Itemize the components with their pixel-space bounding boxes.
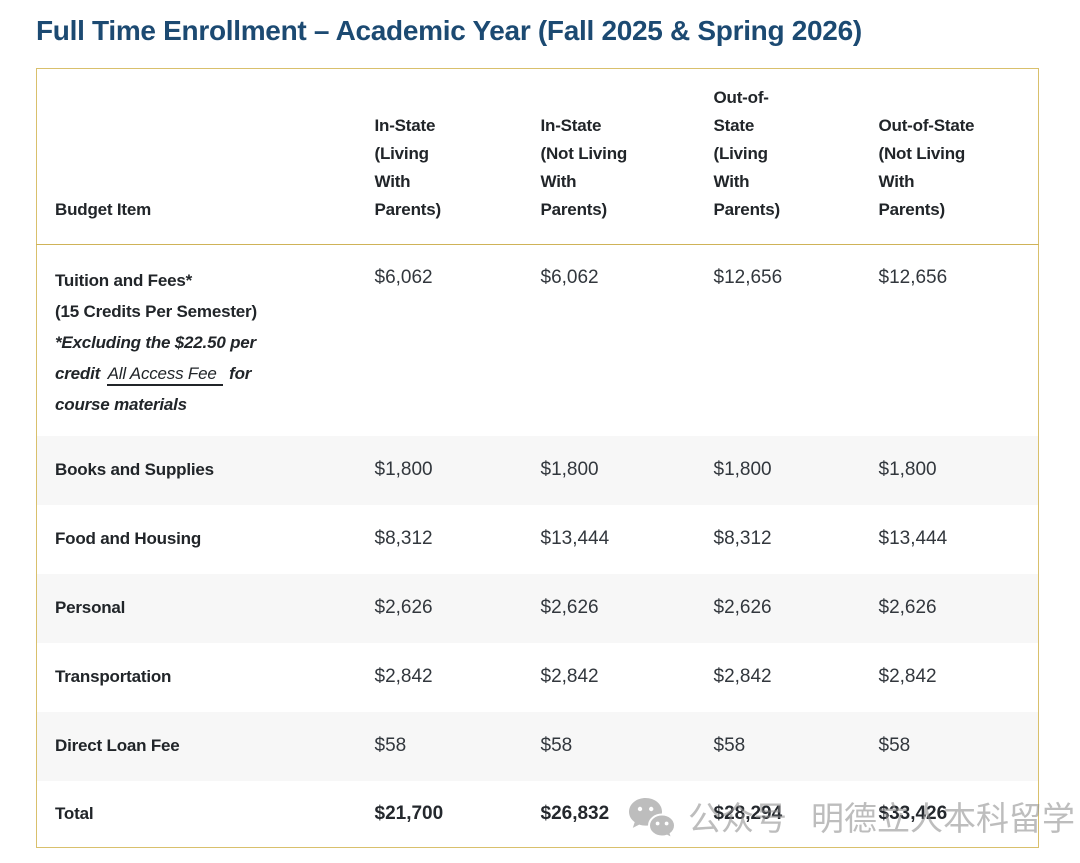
cell-value: $13,444 [540, 528, 610, 549]
enrollment-cost-table: Budget Item In-State (Living With Parent… [36, 68, 1039, 848]
table-row-books-and-supplies: Books and Supplies $1,800 $1,800 $1,800 … [36, 436, 1039, 505]
cell-value: $2,842 [540, 666, 599, 687]
cell-value: $1,800 [878, 459, 937, 480]
cell-value: $58 [374, 735, 407, 756]
column-header-out-of-state-living-with-parents: Out-of- State (Living With Parents) [695, 68, 861, 245]
column-header-out-of-state-not-living-with-parents: Out-of-State (Not Living With Parents) [860, 68, 1039, 245]
column-header-in-state-living-with-parents: In-State (Living With Parents) [356, 68, 523, 245]
row-label: Food and Housing [55, 529, 201, 548]
cell-value: $2,842 [713, 666, 772, 687]
total-value: $21,700 [374, 803, 444, 824]
cell-value: $1,800 [540, 459, 599, 480]
tuition-label-cell: Tuition and Fees* (15 Credits Per Semest… [37, 245, 357, 437]
cell-value: $58 [540, 735, 573, 756]
table-row-tuition: Tuition and Fees* (15 Credits Per Semest… [37, 245, 1039, 437]
cell-value: $2,842 [878, 666, 937, 687]
tuition-footnote-text-after: for course materials [55, 364, 252, 414]
page-title: Full Time Enrollment – Academic Year (Fa… [36, 15, 862, 46]
table-row-direct-loan-fee: Direct Loan Fee $58 $58 $58 $58 [36, 712, 1039, 781]
cell-value: $13,444 [878, 528, 948, 549]
table-row-transportation: Transportation $2,842 $2,842 $2,842 $2,8… [37, 643, 1039, 712]
row-label: Direct Loan Fee [55, 736, 180, 755]
cell-value: $2,842 [374, 666, 433, 687]
row-label: Personal [55, 598, 126, 617]
column-header-in-state-not-living-with-parents: In-State (Not Living With Parents) [522, 68, 696, 245]
cell-value: $58 [878, 735, 911, 756]
tuition-credits-note: (15 Credits Per Semester) [55, 302, 257, 321]
cell-value: $2,626 [878, 597, 937, 618]
tuition-footnote: *Excluding the $22.50 per credit All Acc… [55, 327, 305, 420]
tuition-title: Tuition and Fees* [55, 271, 193, 290]
cell-value: $1,800 [713, 459, 772, 480]
cell-value: $58 [713, 735, 746, 756]
tuition-footnote-text: *Excluding the $22.50 per credit [55, 333, 256, 383]
table-row-total: Total $21,700 $26,832 $28,294 $33,426 [37, 781, 1039, 848]
cell-value: $6,062 [374, 267, 433, 288]
cell-value: $6,062 [540, 267, 599, 288]
header-row: Budget Item In-State (Living With Parent… [36, 68, 1039, 245]
cell-value: $8,312 [713, 528, 772, 549]
cell-value: $2,626 [713, 597, 772, 618]
total-label: Total [55, 804, 94, 823]
cell-value: $8,312 [374, 528, 433, 549]
cell-value: $12,656 [713, 267, 783, 288]
table-row-food-and-housing: Food and Housing $8,312 $13,444 $8,312 $… [37, 505, 1039, 574]
total-value: $26,832 [540, 803, 610, 824]
row-label: Books and Supplies [55, 460, 214, 479]
cell-value: $1,800 [374, 459, 433, 480]
row-label: Transportation [55, 667, 172, 686]
cell-value: $12,656 [878, 267, 948, 288]
all-access-fee-link[interactable]: All Access Fee [106, 364, 223, 386]
table-row-personal: Personal $2,626 $2,626 $2,626 $2,626 [36, 574, 1039, 643]
column-header-budget-item: Budget Item [36, 68, 357, 245]
cell-value: $2,626 [540, 597, 599, 618]
total-value: $33,426 [878, 803, 948, 824]
cell-value: $2,626 [374, 597, 433, 618]
total-value: $28,294 [713, 803, 783, 824]
